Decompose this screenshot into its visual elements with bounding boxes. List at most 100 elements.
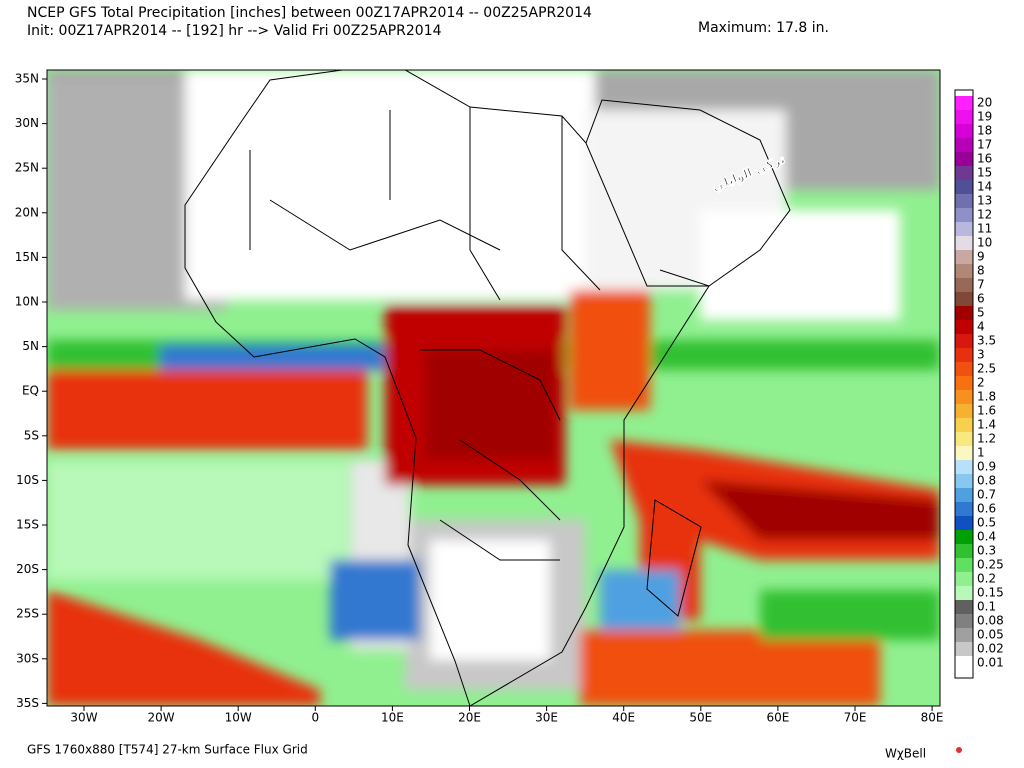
colorbar-cell (955, 432, 973, 446)
colorbar-cell (955, 250, 973, 264)
colorbar-label: 1 (977, 446, 985, 460)
colorbar-label: 2.5 (977, 362, 996, 376)
colorbar-label: 13 (977, 194, 992, 208)
colorbar-label: 19 (977, 110, 992, 124)
title-line-1: NCEP GFS Total Precipitation [inches] be… (27, 5, 592, 21)
colorbar-label: 0.25 (977, 558, 1004, 572)
colorbar-label: 0.6 (977, 502, 996, 516)
colorbar-cell (955, 334, 973, 348)
colorbar: 20191817161514131211109876543.532.521.81… (955, 96, 1004, 670)
lon-label: 60E (766, 711, 789, 725)
colorbar-label: 0.08 (977, 614, 1004, 628)
colorbar-label: 0.1 (977, 600, 996, 614)
colorbar-label: 8 (977, 264, 985, 278)
colorbar-cell (955, 558, 973, 572)
colorbar-cell (955, 278, 973, 292)
colorbar-label: 11 (977, 222, 992, 236)
colorbar-label: 14 (977, 180, 992, 194)
colorbar-label: 0.5 (977, 516, 996, 530)
maximum: Maximum: 17.8 in. (698, 20, 829, 36)
lat-label: EQ (22, 384, 39, 398)
colorbar-label: 9 (977, 250, 985, 264)
colorbar-cell (955, 208, 973, 222)
lat-label: 15S (16, 518, 39, 532)
colorbar-label: 1.8 (977, 390, 996, 404)
precip-map (47, 70, 940, 706)
colorbar-label: 15 (977, 166, 992, 180)
colorbar-cell (955, 96, 973, 110)
colorbar-cell (955, 194, 973, 208)
colorbar-cell (955, 264, 973, 278)
colorbar-cell (955, 376, 973, 390)
lon-label: 0 (311, 711, 319, 725)
lat-label: 35N (15, 72, 39, 86)
colorbar-label: 10 (977, 236, 992, 250)
colorbar-cell (955, 362, 973, 376)
map-frame (46, 69, 941, 707)
colorbar-cell (955, 138, 973, 152)
colorbar-cell (955, 124, 973, 138)
colorbar-cell (955, 600, 973, 614)
colorbar-label: 0.8 (977, 474, 996, 488)
logo: WχBell (885, 747, 926, 761)
colorbar-label: 20 (977, 96, 992, 110)
colorbar-cell (955, 656, 973, 670)
colorbar-label: 17 (977, 138, 992, 152)
colorbar-cell (955, 348, 973, 362)
colorbar-cell (955, 530, 973, 544)
colorbar-label: 0.01 (977, 656, 1004, 670)
colorbar-label: 2 (977, 376, 985, 390)
colorbar-label: 7 (977, 278, 985, 292)
footer-grid: GFS 1760x880 [T574] 27-km Surface Flux G… (27, 743, 308, 757)
colorbar-cell (955, 236, 973, 250)
colorbar-cell (955, 404, 973, 418)
colorbar-label: 3 (977, 348, 985, 362)
colorbar-cell (955, 488, 973, 502)
colorbar-cell (955, 460, 973, 474)
colorbar-cell (955, 446, 973, 460)
colorbar-cell (955, 152, 973, 166)
colorbar-cell (955, 586, 973, 600)
lat-label: 20N (15, 205, 39, 219)
lon-label: 20W (148, 711, 175, 725)
colorbar-label: 6 (977, 292, 985, 306)
lon-label: 80E (921, 711, 944, 725)
lon-label: 30W (70, 711, 97, 725)
colorbar-cell (955, 166, 973, 180)
lat-label: 5S (24, 428, 39, 442)
lon-label: 40E (612, 711, 635, 725)
colorbar-label: 5 (977, 306, 985, 320)
lat-label: 30S (16, 651, 39, 665)
colorbar-cell (955, 474, 973, 488)
title-line-2: Init: 00Z17APR2014 -- [192] hr --> Valid… (27, 23, 442, 39)
colorbar-cell (955, 544, 973, 558)
lon-label: 30E (535, 711, 558, 725)
colorbar-cell (955, 418, 973, 432)
lat-label: 20S (16, 562, 39, 576)
colorbar-cell (955, 180, 973, 194)
colorbar-frame (954, 89, 974, 679)
lat-label: 25N (15, 161, 39, 175)
colorbar-cell (955, 516, 973, 530)
colorbar-label: 1.4 (977, 418, 996, 432)
colorbar-cell (955, 572, 973, 586)
colorbar-label: 0.15 (977, 586, 1004, 600)
colorbar-label: 0.3 (977, 544, 996, 558)
colorbar-label: 0.9 (977, 460, 996, 474)
lat-label: 30N (15, 116, 39, 130)
colorbar-cell (955, 306, 973, 320)
lon-label: 10W (225, 711, 252, 725)
colorbar-cell (955, 222, 973, 236)
colorbar-cell (955, 292, 973, 306)
colorbar-cell (955, 642, 973, 656)
colorbar-cell (955, 110, 973, 124)
colorbar-label: 4 (977, 320, 985, 334)
logo-dot (956, 747, 962, 753)
colorbar-label: 0.4 (977, 530, 996, 544)
lon-label: 10E (381, 711, 404, 725)
colorbar-cell (955, 628, 973, 642)
colorbar-label: 0.02 (977, 642, 1004, 656)
colorbar-label: 0.2 (977, 572, 996, 586)
colorbar-label: 16 (977, 152, 992, 166)
lat-label: 35S (16, 696, 39, 710)
